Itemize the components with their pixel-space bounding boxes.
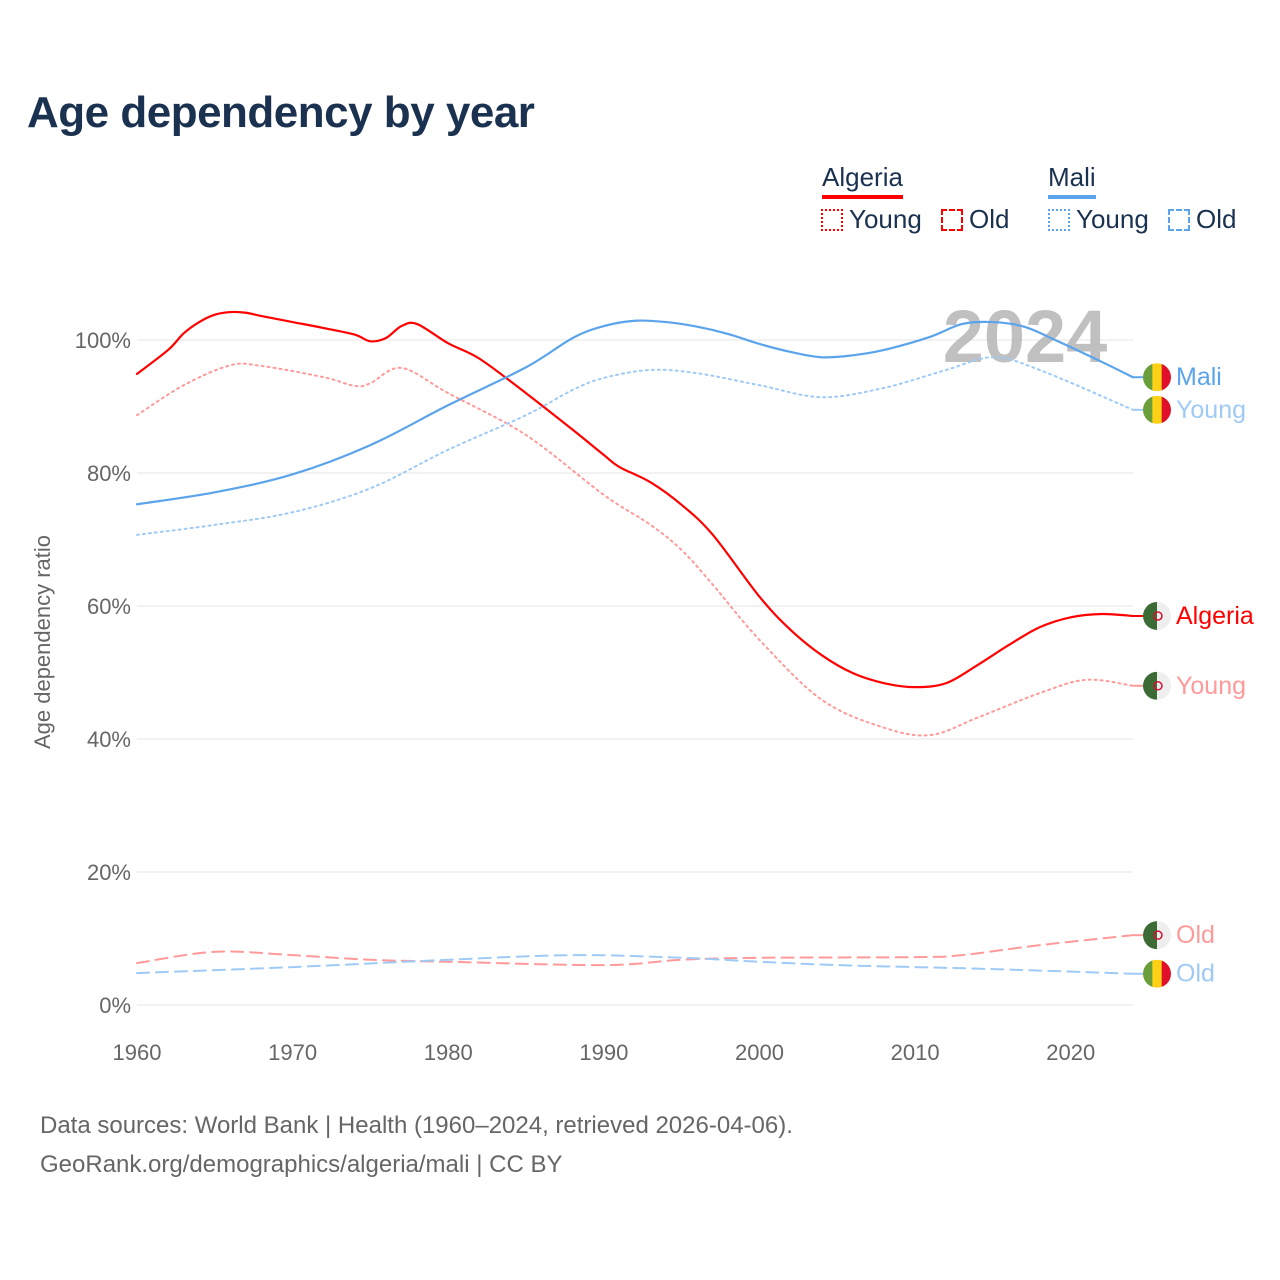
footnote: Data sources: World Bank | Health (1960–…: [40, 1106, 793, 1184]
y-tick-label: 0%: [99, 993, 131, 1018]
mali-flag-icon: [1143, 363, 1171, 392]
y-axis-label: Age dependency ratio: [30, 535, 55, 749]
end-label: Old: [1176, 960, 1215, 988]
flag-crescent: [1153, 611, 1163, 621]
flag-white: [1157, 601, 1171, 630]
flag-stripe: [1161, 395, 1171, 424]
legend-mali[interactable]: Mali: [1048, 162, 1096, 199]
end-label: Young: [1176, 672, 1246, 700]
year-watermark: 2024: [943, 295, 1108, 378]
end-label: Old: [1176, 921, 1215, 949]
end-label: Mali: [1176, 363, 1222, 391]
x-tick-label: 1970: [268, 1040, 317, 1065]
legend-label: Old: [969, 204, 1010, 234]
algeria-flag-icon: [1143, 671, 1171, 700]
x-tick-label: 1960: [113, 1040, 162, 1065]
flag-white: [1157, 921, 1171, 950]
flag-stripe: [1143, 395, 1153, 424]
x-tick-label: 2020: [1046, 1040, 1095, 1065]
flag-stripe: [1143, 363, 1153, 392]
flag-stripe: [1152, 395, 1163, 424]
end-label: Young: [1176, 396, 1246, 424]
y-tick-label: 60%: [87, 594, 131, 619]
y-tick-label: 80%: [87, 461, 131, 486]
flag-stripe: [1152, 363, 1163, 392]
x-tick-label: 1990: [579, 1040, 628, 1065]
x-tick-label: 2010: [891, 1040, 940, 1065]
mali-flag-icon: [1143, 395, 1171, 424]
flag-stripe: [1152, 959, 1163, 988]
series-line-algeria-old: [136, 934, 1134, 967]
flag-crescent: [1153, 681, 1163, 691]
dotted-swatch-icon: [821, 208, 843, 231]
legend-mali-young[interactable]: Young: [1048, 204, 1149, 235]
y-tick-label: 100%: [75, 328, 131, 353]
source-text: Data sources: World Bank | Health (1960–…: [40, 1112, 793, 1139]
flag-green: [1143, 671, 1157, 700]
credit-text: GeoRank.org/demographics/algeria/mali | …: [40, 1151, 563, 1178]
chart-title: Age dependency by year: [27, 88, 535, 137]
series-line-mali-young: [136, 356, 1134, 536]
series-line-mali: [135, 319, 1135, 506]
algeria-flag-icon: [1143, 921, 1171, 950]
series-line-algeria-young: [136, 362, 1134, 737]
flag-white: [1157, 671, 1171, 700]
dotted-swatch-icon: [1048, 208, 1070, 231]
flag-stripe: [1161, 959, 1171, 988]
legend-mali-old[interactable]: Old: [1168, 204, 1236, 235]
legend-algeria-old[interactable]: Old: [941, 204, 1009, 235]
flag-stripe: [1161, 363, 1171, 392]
algeria-flag-icon: [1143, 601, 1171, 630]
x-tick-label: 2000: [735, 1040, 784, 1065]
legend-algeria-young[interactable]: Young: [821, 204, 922, 235]
dashed-swatch-icon: [941, 208, 963, 231]
dashed-swatch-icon: [1168, 208, 1190, 231]
legend-label: Old: [1196, 204, 1237, 234]
x-tick-label: 1980: [424, 1040, 473, 1065]
legend-algeria[interactable]: Algeria: [822, 162, 903, 199]
flag-stripe: [1143, 959, 1153, 988]
mali-flag-icon: [1143, 959, 1171, 988]
series-line-algeria: [135, 310, 1135, 689]
flag-green: [1143, 921, 1157, 950]
legend-label: Young: [849, 204, 922, 234]
y-tick-label: 40%: [87, 727, 131, 752]
end-label: Algeria: [1176, 602, 1254, 630]
series-line-mali-old: [136, 954, 1134, 975]
flag-green: [1143, 601, 1157, 630]
flag-crescent: [1153, 930, 1163, 940]
legend-label: Young: [1076, 204, 1149, 234]
y-tick-label: 20%: [87, 860, 131, 885]
